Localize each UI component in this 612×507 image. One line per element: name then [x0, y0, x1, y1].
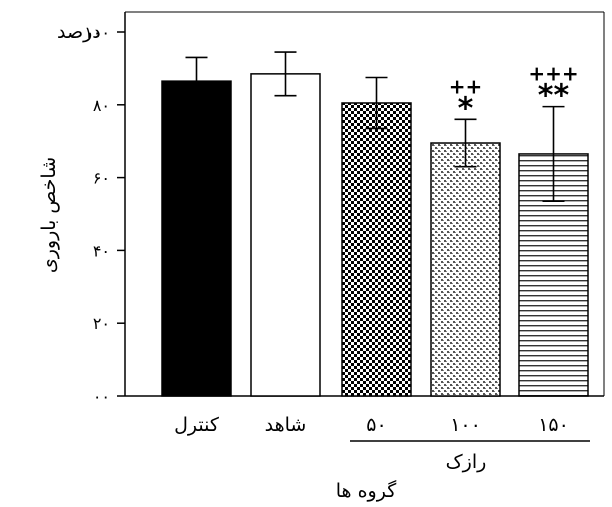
category-label: ۱۵۰	[538, 414, 569, 436]
y-tick-label: ۰۰	[93, 387, 110, 406]
category-label: کنترل	[174, 414, 220, 436]
significance-star: **	[538, 79, 570, 114]
bar	[430, 142, 501, 397]
category-label: شاهد	[265, 414, 307, 436]
significance-plus: ++	[449, 74, 483, 98]
y-tick-label: ۶۰	[93, 169, 110, 188]
bar	[250, 73, 321, 397]
category-label: ۱۰۰	[450, 414, 481, 436]
y-tick-label: ۲۰	[93, 314, 110, 333]
significance-star: *	[458, 91, 474, 126]
category-label: ۵۰	[366, 414, 386, 436]
y-tick-label: ۴۰	[93, 241, 110, 260]
y-unit-label: درصد	[57, 21, 101, 43]
error-bars	[185, 51, 565, 203]
bar	[161, 80, 232, 397]
significance-plus: +++	[528, 62, 578, 86]
group-label: رازک	[446, 451, 487, 473]
x-axis-title: گروه ها	[336, 479, 397, 502]
category-labels: کنترل شاهد ۵۰ ۱۰۰ ۱۵۰	[174, 414, 569, 436]
bar	[341, 102, 412, 397]
y-tick-label: ۱۰۰	[84, 23, 110, 42]
significance-annotations: ++* +++**	[449, 62, 579, 127]
y-ticks: ۰۰ ۲۰ ۴۰ ۶۰ ۸۰ ۱۰۰	[84, 23, 125, 406]
y-axis-title: شاخص باروری	[38, 157, 60, 273]
y-tick-label: ۸۰	[93, 96, 110, 115]
bars	[161, 73, 589, 397]
